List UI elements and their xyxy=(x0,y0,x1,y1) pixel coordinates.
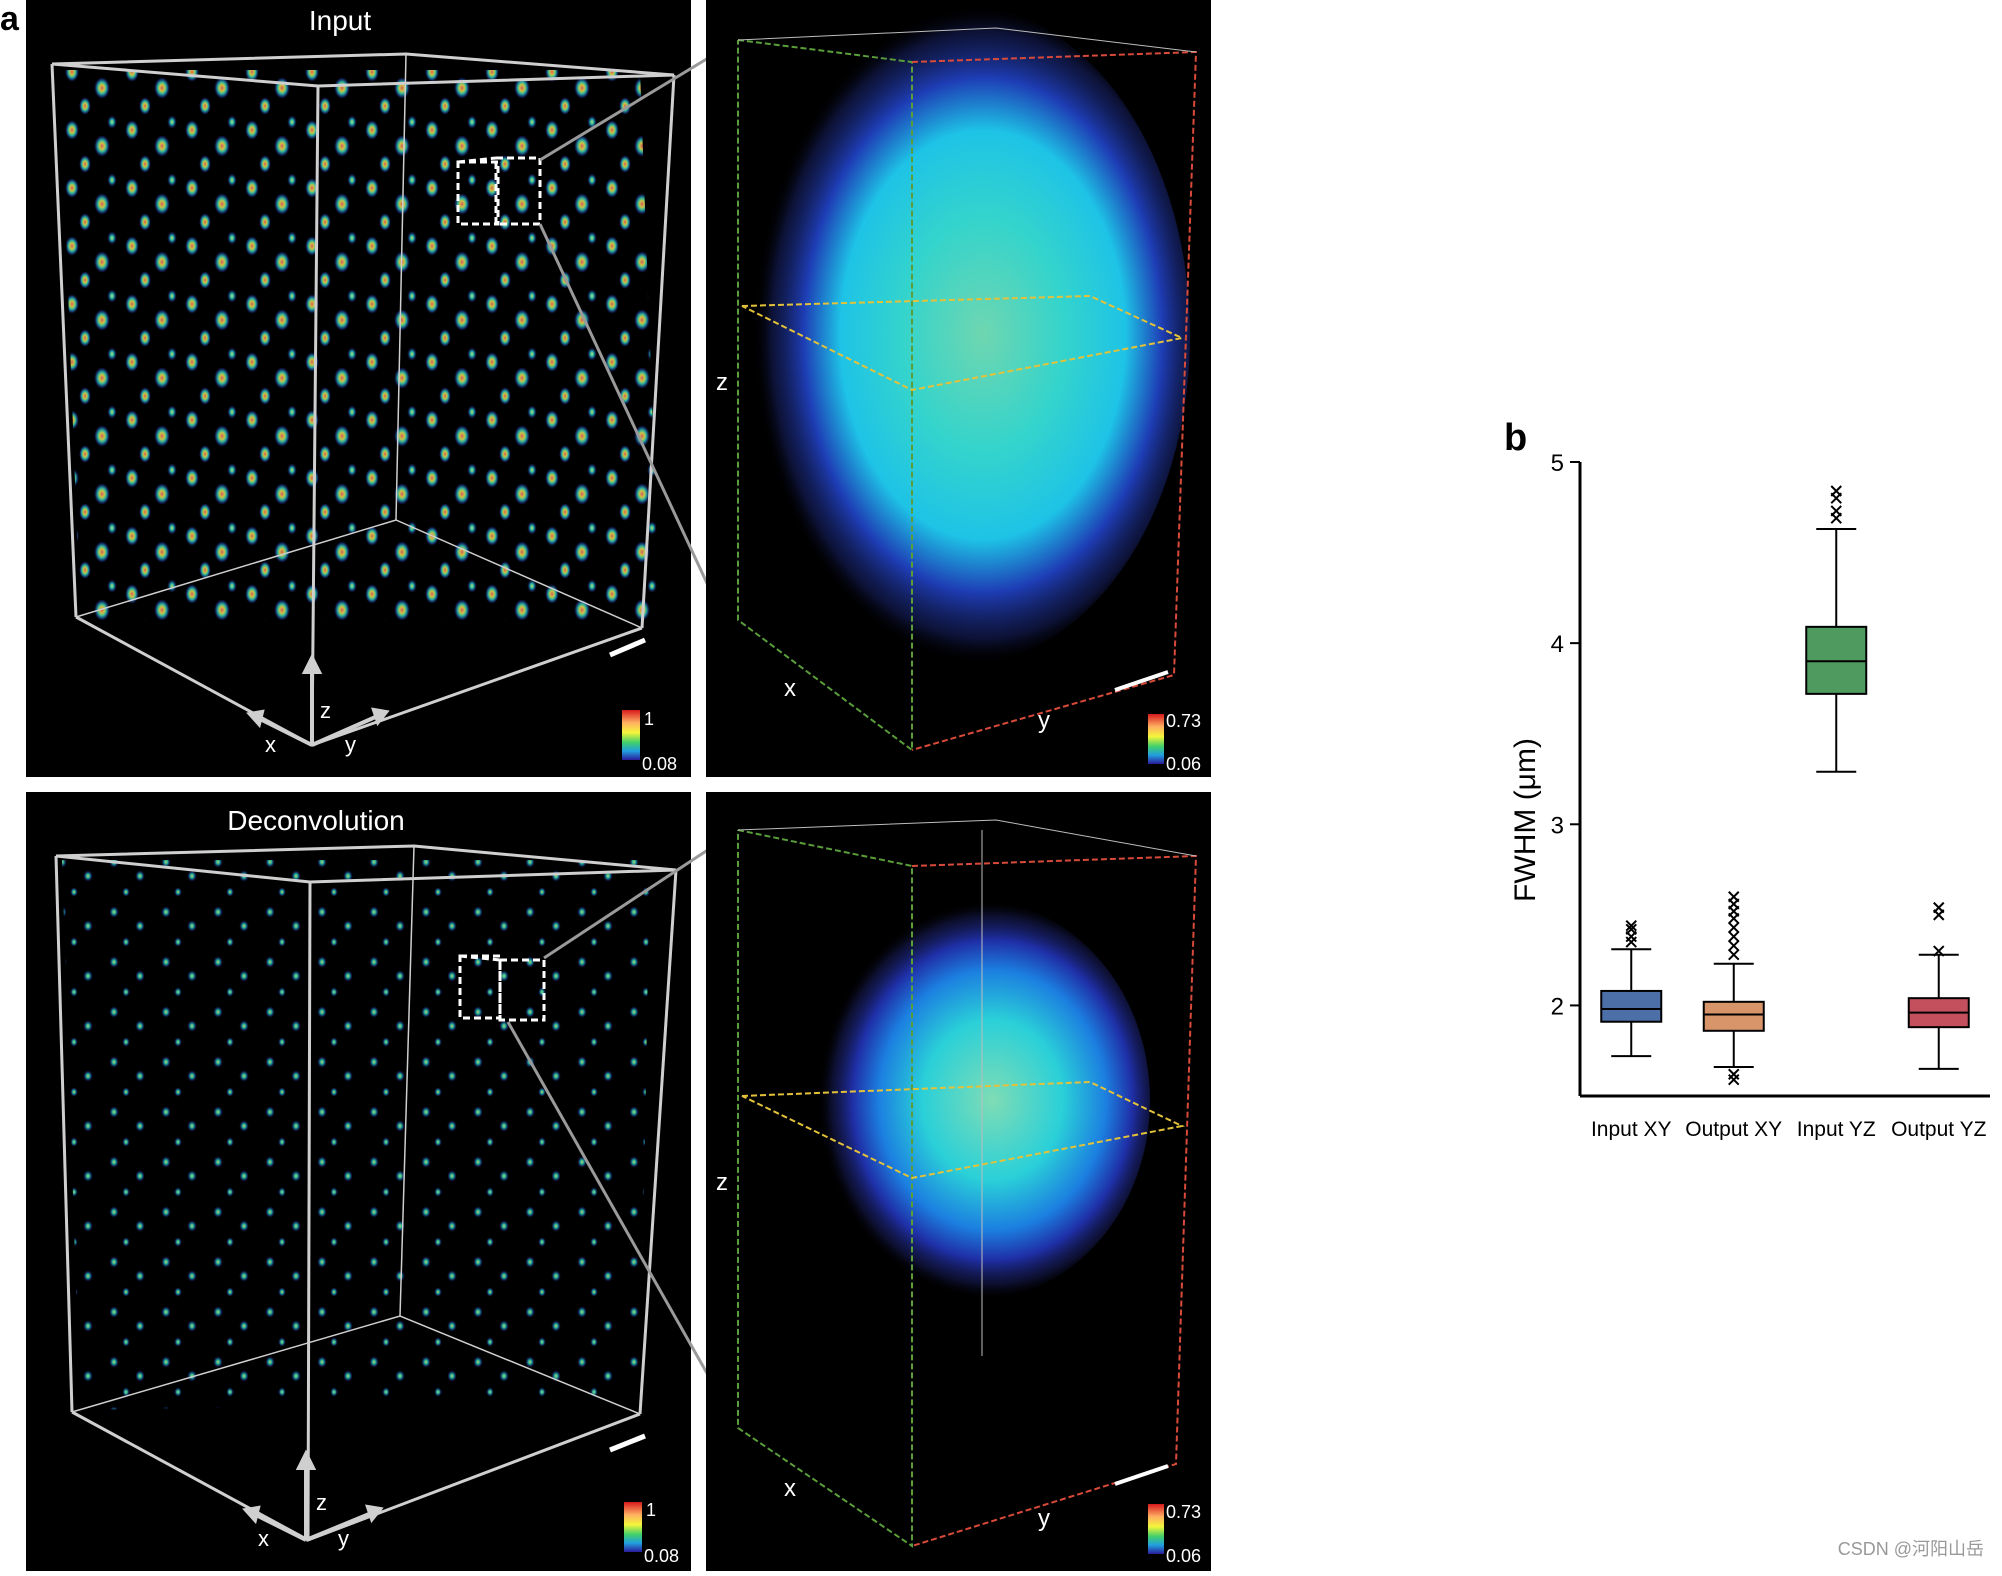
deconv-axes-indicator xyxy=(242,1449,384,1542)
outlier-point xyxy=(1728,1068,1740,1080)
input-title: Input xyxy=(309,5,371,36)
input-colorbar xyxy=(622,710,640,760)
deconv-axis-z: z xyxy=(316,1490,327,1515)
deconv-colorbar-max: 1 xyxy=(646,1500,656,1520)
deconv-colorbar-min: 0.08 xyxy=(644,1546,679,1566)
deconv-zoom-axis-z: z xyxy=(716,1169,728,1196)
deconv-psf-volume xyxy=(800,900,1150,1300)
input-roi-box xyxy=(456,156,542,226)
x-tick-label: Input XY xyxy=(1591,1118,1672,1140)
input-zoom-colorbar-max: 0.73 xyxy=(1166,711,1201,731)
deconv-scale-bar xyxy=(609,1433,646,1453)
input-zoom-colorbar xyxy=(1148,714,1164,764)
y-tick-label: 3 xyxy=(1551,812,1564,839)
input-zoom-axis-y: y xyxy=(1038,707,1050,734)
deconv-axis-y: y xyxy=(338,1526,349,1551)
input-colorbar-max: 1 xyxy=(644,709,654,729)
deconv-roi-box xyxy=(458,954,546,1022)
input-psf-volume xyxy=(730,5,1190,665)
input-zoom-axis-z: z xyxy=(716,369,728,396)
deconv-zoom-scale-bar xyxy=(1114,1464,1169,1486)
x-tick-label: Output YZ xyxy=(1891,1118,1987,1140)
y-tick-label: 2 xyxy=(1551,993,1564,1020)
box-output-xy xyxy=(1702,891,1765,1086)
input-zoom-lines xyxy=(538,38,740,651)
outlier-point xyxy=(1728,921,1740,934)
input-axis-z: z xyxy=(320,698,331,723)
deconv-zoom-colorbar xyxy=(1148,1504,1164,1554)
input-scale-bar xyxy=(609,637,646,658)
y-axis-label: FWHM (μm) xyxy=(1509,738,1542,902)
deconv-zoom-frame xyxy=(737,829,1198,1548)
outlier-point xyxy=(1728,891,1740,903)
y-tick-label: 5 xyxy=(1551,450,1564,477)
input-axis-x: x xyxy=(265,732,276,757)
deconv-zoom-axis-y: y xyxy=(1038,1505,1050,1532)
box-iqr xyxy=(1702,1000,1765,1032)
x-tick-labels: Input XY Output XY Input YZ Output YZ xyxy=(1591,1118,1987,1141)
outlier-point xyxy=(1830,505,1842,517)
outlier-point xyxy=(1830,485,1842,497)
outlier-point xyxy=(1728,1073,1740,1086)
input-zoom-frame xyxy=(737,39,1198,752)
input-axis-y: y xyxy=(345,732,356,757)
deconv-bead-field xyxy=(62,860,650,1410)
outlier-point xyxy=(1625,920,1637,932)
deconv-zoom-colorbar-min: 0.06 xyxy=(1166,1546,1201,1566)
input-bead-field xyxy=(60,70,660,620)
box-input-xy xyxy=(1600,920,1663,1058)
outlier-point xyxy=(1625,936,1637,948)
box-iqr xyxy=(1600,989,1663,1023)
input-zoom-axis-x: x xyxy=(784,675,796,702)
box-input-yz xyxy=(1805,485,1868,773)
deconv-colorbar xyxy=(624,1502,642,1552)
chart-axes: 2 3 4 5 xyxy=(1551,450,1990,1098)
input-axes-indicator xyxy=(246,653,390,747)
outlier-point xyxy=(1728,949,1740,961)
outlier-point xyxy=(1728,930,1740,943)
deconv-title: Deconvolution xyxy=(227,805,404,836)
outlier-point xyxy=(1933,945,1945,957)
x-tick-label: Output XY xyxy=(1685,1118,1782,1140)
input-bounding-box xyxy=(50,52,676,747)
input-colorbar-min: 0.08 xyxy=(642,754,677,774)
panel-a-figure: a xyxy=(0,0,1441,1571)
deconv-zoom-axis-x: x xyxy=(784,1475,796,1502)
chart-boxes xyxy=(1600,485,1970,1086)
input-zoom-colorbar-min: 0.06 xyxy=(1166,754,1201,774)
outlier-point xyxy=(1625,923,1637,936)
watermark: CSDN @河阳山岳 xyxy=(1837,1539,1984,1559)
outlier-point xyxy=(1728,939,1740,952)
deconv-axis-x: x xyxy=(258,1526,269,1551)
deconv-zoom-lines xyxy=(506,828,740,1429)
y-tick-label: 4 xyxy=(1551,631,1564,658)
outlier-point xyxy=(1933,901,1945,914)
panel-a-label: a xyxy=(0,0,20,38)
x-tick-label: Input YZ xyxy=(1797,1118,1876,1140)
box-output-yz xyxy=(1907,901,1970,1070)
deconv-zoom-colorbar-max: 0.73 xyxy=(1166,1502,1201,1522)
input-zoom-scale-bar xyxy=(1114,670,1169,692)
panel-b-label: b xyxy=(1504,417,1527,459)
